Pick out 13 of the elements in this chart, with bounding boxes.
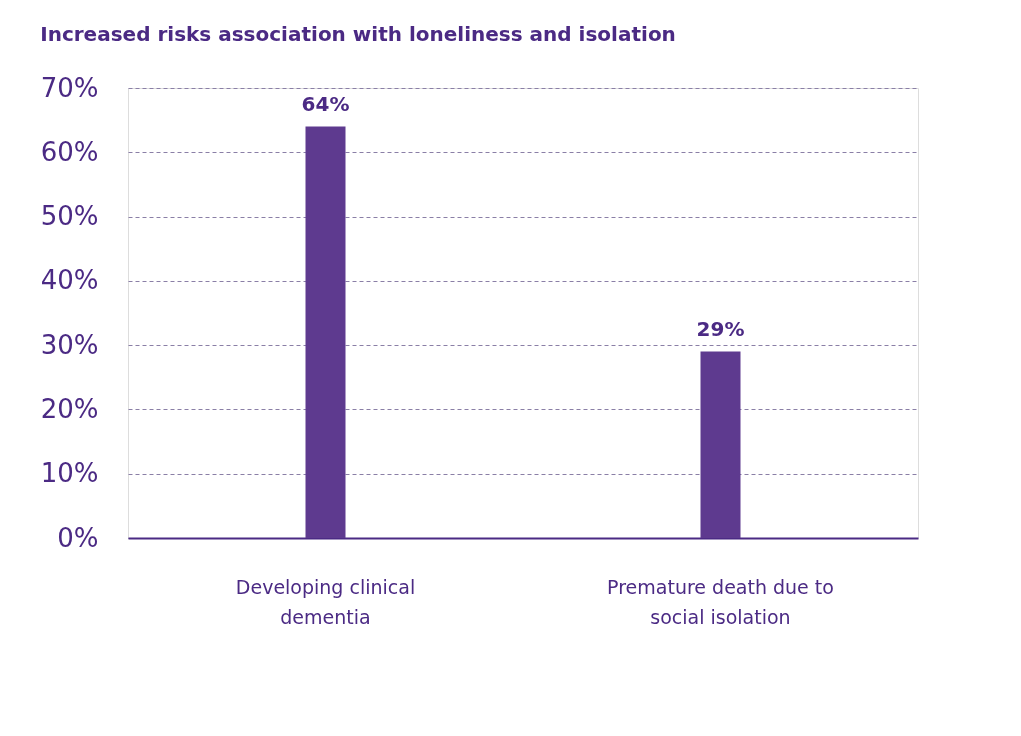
y-tick-label: 70% — [40, 72, 99, 103]
y-tick-label: 50% — [40, 201, 99, 232]
chart-title: Increased risks association with loneliness and isolation — [40, 22, 676, 46]
y-tick-label: 0% — [57, 522, 99, 553]
y-tick-label: 60% — [40, 136, 99, 167]
y-tick-label: 30% — [40, 329, 99, 360]
data-label: 29% — [696, 316, 745, 341]
y-tick-label: 10% — [40, 458, 99, 489]
x-tick-label: Premature death due to social isolation — [607, 575, 834, 628]
x-tick-label: Developing clinical dementia — [235, 575, 416, 628]
y-tick-label: 40% — [40, 265, 99, 296]
y-tick-label: 20% — [40, 393, 99, 424]
data-label: 64% — [301, 91, 350, 116]
